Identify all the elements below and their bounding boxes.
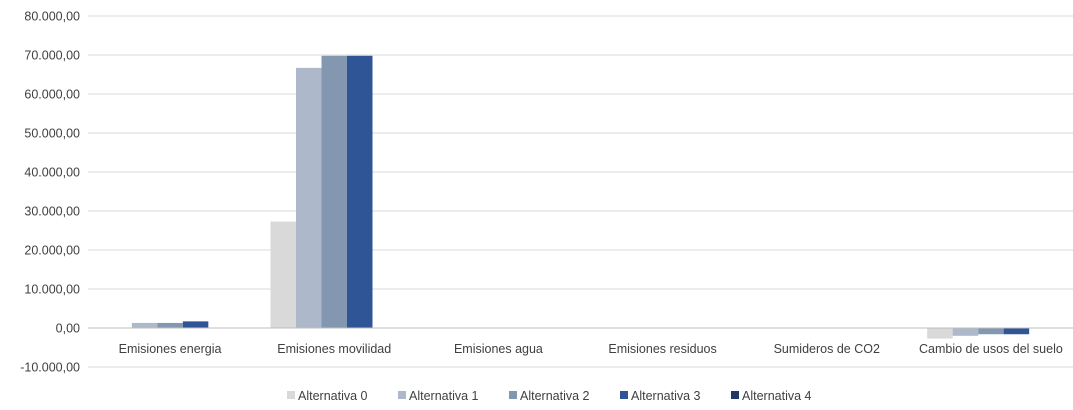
y-tick-label: 50.000,00 — [24, 127, 80, 141]
legend-label: Alternativa 4 — [742, 389, 812, 403]
x-category-label: Emisiones residuos — [608, 342, 716, 356]
x-category-label: Emisiones agua — [454, 342, 543, 356]
bar — [1003, 328, 1030, 335]
legend-swatch — [731, 391, 739, 399]
x-category-label: Cambio de usos del suelo — [919, 342, 1063, 356]
bar — [927, 328, 953, 339]
bar — [952, 328, 979, 336]
y-tick-label: 70.000,00 — [24, 49, 80, 63]
y-tick-label: -10.000,00 — [20, 361, 80, 375]
y-tick-label: 60.000,00 — [24, 88, 80, 102]
x-category-label: Emisiones energia — [119, 342, 222, 356]
legend: Alternativa 0 Alternativa 1 Alternativa 2 A… — [287, 389, 812, 403]
bar — [270, 221, 296, 328]
y-tick-label: 20.000,00 — [24, 244, 80, 258]
y-tick-label: 0,00 — [56, 322, 80, 336]
bar — [978, 328, 1004, 335]
bar — [157, 322, 183, 328]
bar — [182, 321, 209, 328]
legend-label: Alternativa 2 — [520, 389, 590, 403]
y-tick-label: 30.000,00 — [24, 205, 80, 219]
legend-label: Alternativa 3 — [631, 389, 701, 403]
legend-label: Alternativa 1 — [409, 389, 479, 403]
bars — [131, 55, 1030, 339]
legend-swatch — [287, 391, 295, 399]
bar — [296, 67, 322, 329]
y-tick-label: 40.000,00 — [24, 166, 80, 180]
y-axis-tick-labels: 80.000,00 70.000,00 60.000,00 50.000,00 40.0… — [20, 10, 80, 375]
legend-label: Alternativa 0 — [298, 389, 368, 403]
bar — [321, 55, 347, 328]
bar — [131, 322, 158, 328]
x-axis-category-labels: Emisiones energia Emisiones movilidad Emis… — [119, 342, 1063, 356]
y-tick-label: 10.000,00 — [24, 283, 80, 297]
gridlines — [88, 15, 1073, 368]
legend-swatch — [398, 391, 406, 399]
bar — [347, 55, 373, 328]
legend-swatch — [620, 391, 628, 399]
x-category-label: Sumideros de CO2 — [774, 342, 880, 356]
legend-swatch — [509, 391, 517, 399]
x-category-label: Emisiones movilidad — [277, 342, 391, 356]
y-tick-label: 80.000,00 — [24, 10, 80, 24]
